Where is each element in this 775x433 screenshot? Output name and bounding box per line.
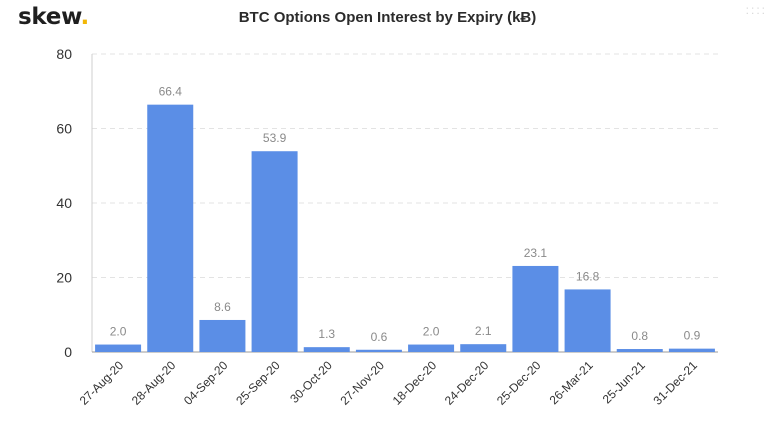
y-tick-label: 0 — [64, 344, 72, 360]
y-tick-label: 40 — [56, 195, 72, 211]
data-label: 53.9 — [263, 131, 287, 145]
x-tick-label: 25-Sep-20 — [233, 358, 283, 408]
data-label: 0.8 — [631, 329, 648, 343]
x-tick-label: 27-Aug-20 — [77, 358, 127, 408]
data-label: 8.6 — [214, 300, 231, 314]
brand-logo: skew. — [18, 4, 89, 30]
x-tick-label: 26-Mar-21 — [547, 358, 596, 407]
bar — [408, 344, 455, 352]
bar — [512, 265, 559, 352]
data-label: 23.1 — [524, 246, 548, 260]
bar — [564, 289, 611, 352]
bar — [303, 347, 350, 352]
y-tick-label: 20 — [56, 270, 72, 286]
data-label: 2.1 — [475, 324, 492, 338]
bar — [147, 104, 194, 352]
x-tick-label: 18-Dec-20 — [390, 358, 440, 408]
x-tick-label: 30-Oct-20 — [287, 358, 335, 406]
x-tick-label: 24-Dec-20 — [442, 358, 492, 408]
bar — [199, 319, 246, 352]
data-label: 0.9 — [684, 329, 701, 343]
bar — [95, 344, 142, 352]
bar — [355, 349, 402, 352]
x-tick-label: 25-Dec-20 — [494, 358, 544, 408]
y-tick-label: 60 — [56, 121, 72, 137]
brand-name: skew — [18, 4, 81, 30]
y-tick-label: 80 — [56, 46, 72, 62]
data-label: 16.8 — [576, 269, 600, 283]
data-label: 2.0 — [110, 325, 127, 339]
bar — [251, 151, 298, 352]
data-label: 1.3 — [318, 327, 335, 341]
bar — [616, 349, 663, 352]
data-label: 0.6 — [371, 330, 388, 344]
x-tick-label: 28-Aug-20 — [129, 358, 179, 408]
bar — [668, 348, 715, 352]
bar — [460, 344, 507, 352]
data-label: 2.0 — [423, 325, 440, 339]
x-tick-label: 31-Dec-21 — [651, 358, 701, 408]
x-tick-label: 27-Nov-20 — [338, 358, 388, 408]
data-label: 66.4 — [159, 85, 183, 99]
brand-dot: . — [80, 4, 90, 30]
corner-decoration: :::: — [745, 3, 767, 17]
x-tick-label: 25-Jun-21 — [600, 358, 648, 406]
chart-title: BTC Options Open Interest by Expiry (kɃ) — [238, 9, 537, 26]
x-tick-label: 04-Sep-20 — [181, 358, 231, 408]
